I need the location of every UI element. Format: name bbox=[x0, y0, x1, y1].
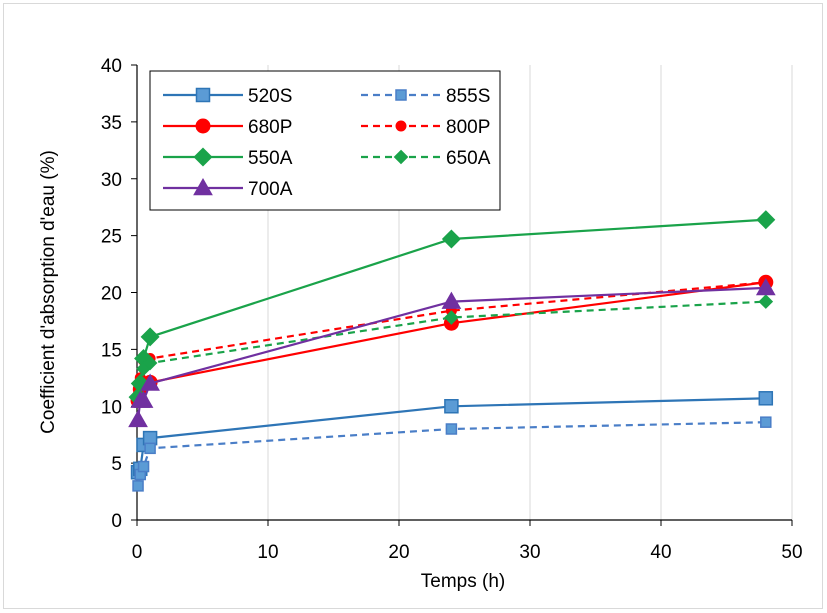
legend-item-855S: 855S bbox=[361, 86, 490, 107]
legend: 520S 855S 680P 800P 550A 650A 700A bbox=[149, 70, 501, 211]
data-point-855S bbox=[132, 480, 144, 492]
y-tick-label: 10 bbox=[101, 397, 122, 418]
legend-marker-700A bbox=[193, 177, 213, 196]
data-point-650A bbox=[142, 355, 158, 371]
legend-item-520S: 520S bbox=[163, 86, 292, 107]
x-tick-label: 20 bbox=[388, 542, 409, 563]
legend-item-650A: 650A bbox=[361, 148, 491, 169]
data-point-550A bbox=[756, 210, 776, 230]
legend-label-650A: 650A bbox=[446, 148, 491, 169]
series-700A bbox=[128, 277, 776, 428]
series-layer bbox=[128, 210, 776, 492]
legend-item-800P: 800P bbox=[361, 117, 490, 138]
data-point-520S bbox=[758, 391, 774, 406]
legend-label-700A: 700A bbox=[248, 179, 293, 200]
legend-marker-680P bbox=[195, 118, 211, 134]
data-point-700A bbox=[140, 373, 160, 391]
series-520S bbox=[130, 391, 774, 480]
tick-labels: 0 10 20 30 40 50 0 5 10 15 20 25 30 35 40 bbox=[101, 56, 803, 563]
data-point-855S bbox=[144, 442, 156, 455]
y-tick-label: 35 bbox=[101, 113, 122, 134]
series-855S bbox=[132, 416, 772, 492]
data-point-650A bbox=[444, 310, 459, 325]
y-tick-label: 30 bbox=[101, 170, 122, 191]
legend-marker-550A bbox=[193, 147, 213, 167]
legend-label-855S: 855S bbox=[446, 86, 490, 107]
data-point-550A bbox=[441, 229, 461, 249]
y-axis-title: Coefficient d'absorption d'eau (%) bbox=[38, 150, 59, 434]
x-tick-label: 40 bbox=[650, 542, 671, 563]
legend-label-520S: 520S bbox=[248, 86, 292, 107]
y-tick-label: 5 bbox=[111, 454, 122, 475]
legend-marker-650A bbox=[393, 149, 409, 165]
legend-item-680P: 680P bbox=[163, 117, 292, 138]
x-tick-label: 10 bbox=[257, 542, 278, 563]
legend-label-800P: 800P bbox=[446, 117, 490, 138]
legend-marker-855S bbox=[395, 89, 407, 101]
data-point-700A bbox=[133, 390, 154, 408]
y-tick-label: 0 bbox=[111, 511, 122, 532]
data-point-855S bbox=[760, 416, 772, 428]
series-line-650A bbox=[136, 300, 766, 400]
x-tick-label: 50 bbox=[781, 542, 802, 563]
legend-label-680P: 680P bbox=[248, 117, 292, 138]
x-tick-label: 30 bbox=[519, 542, 540, 563]
legend-item-550A: 550A bbox=[163, 147, 293, 169]
legend-label-550A: 550A bbox=[248, 148, 293, 169]
x-tick-label: 0 bbox=[132, 542, 143, 563]
data-point-520S bbox=[444, 399, 459, 414]
data-point-855S bbox=[445, 423, 458, 435]
data-point-700A bbox=[128, 409, 148, 428]
y-tick-label: 20 bbox=[101, 284, 122, 305]
y-tick-label: 15 bbox=[101, 340, 122, 361]
legend-marker-520S bbox=[195, 87, 211, 103]
series-line-855S bbox=[136, 421, 766, 487]
x-axis-title: Temps (h) bbox=[421, 571, 505, 592]
y-tick-label: 40 bbox=[101, 56, 122, 77]
legend-item-700A: 700A bbox=[163, 177, 293, 200]
data-point-855S bbox=[137, 460, 150, 473]
data-point-700A bbox=[441, 291, 462, 309]
y-tick-label: 25 bbox=[101, 227, 122, 248]
data-point-550A bbox=[140, 327, 160, 347]
data-point-650A bbox=[758, 294, 774, 309]
data-point-700A bbox=[755, 277, 776, 296]
legend-marker-800P bbox=[395, 120, 407, 132]
